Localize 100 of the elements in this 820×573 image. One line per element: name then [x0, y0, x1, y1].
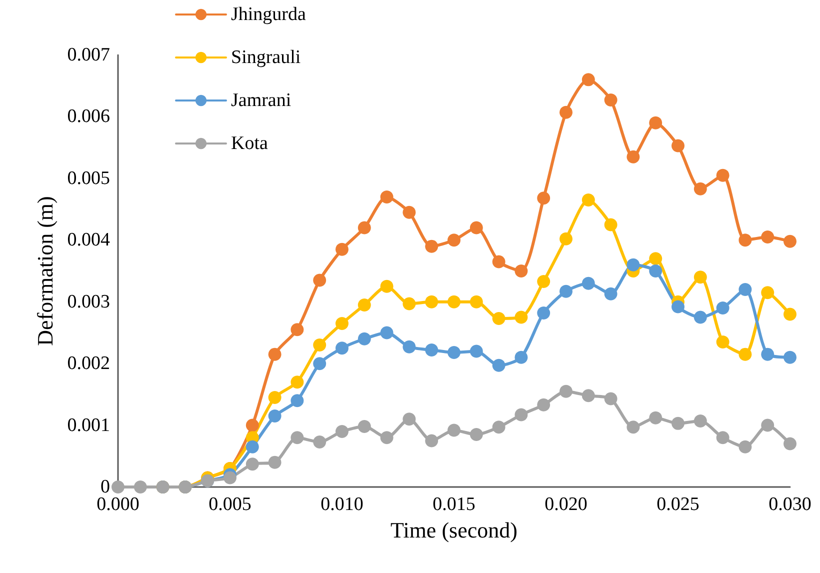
- point: [738, 283, 752, 296]
- point: [313, 338, 326, 352]
- y-tick-label: 0.006: [67, 106, 110, 128]
- y-axis-title: Deformation (m): [32, 196, 58, 346]
- x-tick-label: 0.030: [768, 494, 812, 515]
- point: [492, 358, 506, 372]
- point: [784, 350, 796, 364]
- point: [784, 234, 796, 248]
- point: [358, 298, 371, 312]
- point: [448, 424, 460, 437]
- point: [425, 343, 438, 356]
- point: [761, 286, 774, 300]
- point: [268, 410, 282, 423]
- point: [560, 284, 572, 298]
- point: [537, 274, 550, 288]
- point: [672, 300, 684, 314]
- y-tick-label: 0.005: [67, 168, 110, 189]
- legend-label: Jamrani: [231, 90, 292, 111]
- point: [246, 418, 259, 432]
- point: [358, 332, 371, 346]
- point: [336, 316, 348, 330]
- point: [738, 440, 752, 454]
- point: [761, 418, 774, 432]
- point: [738, 234, 752, 247]
- point: [246, 440, 259, 454]
- point: [224, 471, 236, 484]
- point: [336, 424, 348, 438]
- y-tick-label: 0.004: [67, 230, 110, 251]
- point: [604, 94, 618, 107]
- point: [761, 348, 774, 361]
- point: [313, 435, 326, 448]
- point: [492, 312, 506, 326]
- legend-label: Kota: [231, 133, 268, 154]
- point: [290, 394, 304, 408]
- point: [313, 357, 326, 370]
- point: [694, 414, 707, 428]
- point: [246, 458, 259, 471]
- point: [626, 420, 640, 434]
- point: [649, 116, 662, 130]
- point: [492, 420, 506, 434]
- point: [402, 412, 416, 426]
- point: [268, 391, 282, 404]
- x-axis-title: Time (second): [390, 518, 518, 542]
- point: [448, 295, 460, 308]
- point: [537, 398, 550, 412]
- point: [380, 190, 394, 204]
- point: [448, 234, 460, 247]
- point: [716, 302, 730, 315]
- point: [604, 287, 618, 300]
- point: [425, 240, 438, 253]
- y-tick-label: 0.002: [67, 353, 110, 374]
- point: [470, 344, 483, 358]
- point: [470, 295, 483, 308]
- x-tick-label: 0.010: [320, 494, 364, 515]
- legend-label: Singrauli: [231, 47, 301, 68]
- point: [402, 297, 416, 310]
- point: [649, 264, 662, 278]
- point: [425, 434, 438, 448]
- point: [380, 431, 394, 444]
- x-tick-label: 0.020: [544, 494, 588, 515]
- point: [514, 310, 528, 324]
- y-tick-label: 0.007: [67, 44, 110, 66]
- point: [582, 194, 595, 207]
- point: [761, 230, 774, 244]
- point: [134, 480, 147, 494]
- point: [716, 168, 730, 182]
- point: [313, 274, 326, 287]
- point: [626, 150, 640, 164]
- point: [716, 335, 730, 348]
- point: [560, 106, 572, 119]
- point: [649, 411, 662, 424]
- point: [336, 242, 348, 256]
- point: [402, 340, 416, 354]
- point: [784, 437, 796, 450]
- point: [268, 456, 282, 469]
- point: [694, 270, 707, 284]
- point: [514, 408, 528, 422]
- point: [672, 139, 684, 152]
- point: [582, 389, 595, 402]
- point: [290, 431, 304, 444]
- point: [402, 206, 416, 219]
- y-tick-label: 0.003: [67, 291, 110, 312]
- point: [268, 348, 282, 361]
- point: [380, 280, 394, 293]
- point: [514, 264, 528, 278]
- point: [290, 376, 304, 389]
- point: [649, 252, 662, 266]
- y-tick-label: 0.001: [67, 414, 110, 436]
- legend-label: Jhingurda: [231, 4, 306, 25]
- point: [694, 182, 707, 196]
- point: [470, 221, 483, 234]
- point: [537, 192, 550, 205]
- point: [626, 258, 640, 272]
- point: [694, 310, 707, 324]
- point: [604, 392, 618, 406]
- point: [448, 346, 460, 359]
- point: [560, 232, 572, 246]
- point: [492, 255, 506, 268]
- point: [604, 218, 618, 232]
- point: [290, 323, 304, 336]
